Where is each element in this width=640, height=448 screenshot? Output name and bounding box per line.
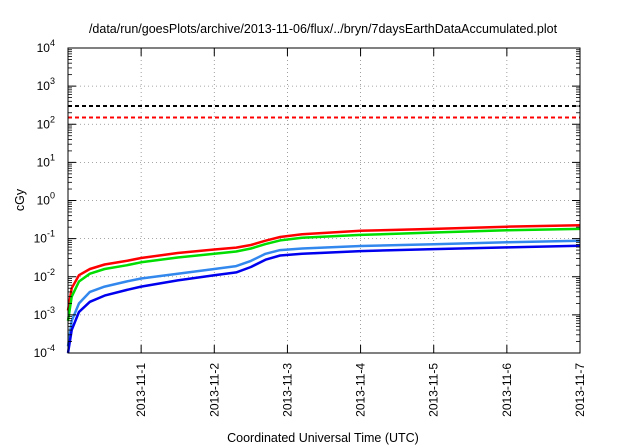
grid [68, 48, 580, 353]
series-group [66, 223, 581, 354]
x-tick-label: 2013-11-1 [134, 363, 148, 417]
reference-lines [68, 105, 580, 119]
x-tick-label: 2013-11-5 [427, 363, 441, 417]
x-tick-labels: 2013-11-1 2013-11-2 2013-11-3 2013-11-4 2013… [134, 363, 587, 417]
y-tick-label: 103 [37, 76, 55, 93]
axis-ticks [68, 47, 581, 354]
y-tick-label: 10-3 [34, 305, 55, 322]
series-line [66, 227, 581, 321]
y-tick-labels: 10-4 10-3 10-2 10-1 100 101 102 103 104 [34, 38, 55, 360]
chart-title: /data/run/goesPlots/archive/2013-11-06/f… [89, 22, 558, 36]
series-line [66, 223, 581, 311]
x-tick-label: 2013-11-3 [280, 363, 294, 417]
series-line [66, 244, 581, 354]
y-tick-label: 10-4 [34, 343, 55, 360]
x-tick-label: 2013-11-4 [354, 363, 368, 417]
y-tick-label: 100 [37, 191, 55, 208]
x-tick-label: 2013-11-6 [500, 363, 514, 417]
x-tick-label: 2013-11-2 [207, 363, 221, 417]
y-tick-label: 10-1 [34, 229, 55, 246]
series-line [66, 239, 581, 347]
y-tick-label: 10-2 [34, 267, 55, 284]
y-tick-label: 104 [37, 38, 55, 55]
y-axis-label: cGy [13, 188, 27, 211]
y-tick-label: 101 [37, 152, 55, 169]
x-axis-label: Coordinated Universal Time (UTC) [227, 431, 419, 445]
y-tick-label: 102 [37, 114, 55, 131]
x-tick-label: 2013-11-7 [573, 363, 587, 417]
